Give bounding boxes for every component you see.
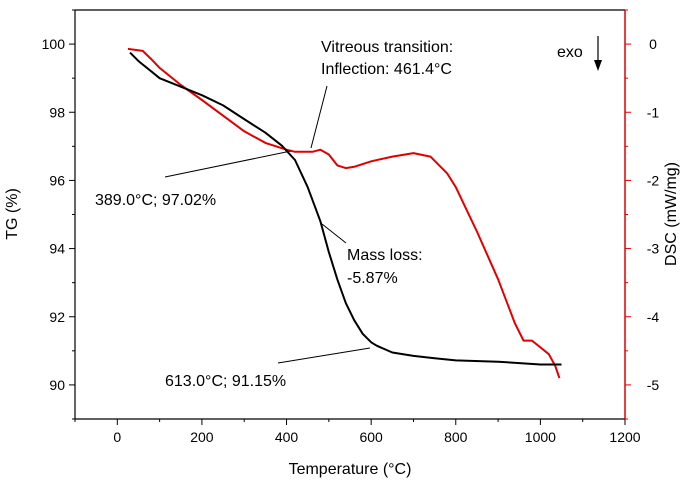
y-left-tick-label: 98 — [49, 104, 65, 120]
x-tick-label: 200 — [190, 429, 214, 445]
mass-loss-annotation-line2: -5.87% — [347, 270, 398, 287]
y-left-tick-label: 96 — [49, 172, 65, 188]
axis-ticks — [69, 9, 631, 425]
y-left-tick-label: 90 — [49, 377, 65, 393]
y-right-tick-label: -3 — [647, 241, 660, 257]
y-left-tick-label: 100 — [42, 36, 66, 52]
x-tick-label: 400 — [275, 429, 299, 445]
mass-loss-leader-line — [321, 223, 347, 244]
tg-series-line — [129, 51, 562, 366]
y-left-tick-label: 94 — [49, 241, 65, 257]
tg-point2-leader-line — [277, 347, 371, 364]
dsc-series-line — [127, 47, 561, 379]
tg-point2-annotation: 613.0°C; 91.15% — [165, 373, 286, 390]
y-right-tick-label: -2 — [647, 172, 660, 188]
tg-point1-leader-line — [164, 150, 292, 178]
vitreous-leader-line — [310, 85, 328, 149]
tg-point1-annotation: 389.0°C; 97.02% — [95, 192, 216, 209]
vitreous-annotation-line1: Vitreous transition: — [321, 39, 453, 56]
y-left-tick-label: 92 — [49, 309, 65, 325]
x-tick-label: 1200 — [609, 429, 640, 445]
x-axis-title: Temperature (°C) — [289, 461, 412, 478]
y-right-tick-label: 0 — [649, 36, 657, 52]
y-right-axis-title: DSC (mW/mg) — [663, 162, 680, 266]
x-tick-label: 600 — [359, 429, 383, 445]
y-left-axis-title: TG (%) — [4, 188, 21, 240]
y-right-tick-label: -5 — [647, 377, 660, 393]
mass-loss-annotation-line1: Mass loss: — [347, 247, 423, 264]
vitreous-annotation-line2: Inflection: 461.4°C — [321, 61, 452, 78]
exo-label: exo — [557, 44, 583, 61]
x-tick-label: 800 — [444, 429, 468, 445]
y-right-tick-label: -4 — [647, 309, 660, 325]
x-tick-label: 1000 — [525, 429, 556, 445]
x-tick-label: 0 — [113, 429, 121, 445]
y-right-tick-label: -1 — [647, 104, 660, 120]
exo-arrow-icon — [594, 36, 602, 71]
